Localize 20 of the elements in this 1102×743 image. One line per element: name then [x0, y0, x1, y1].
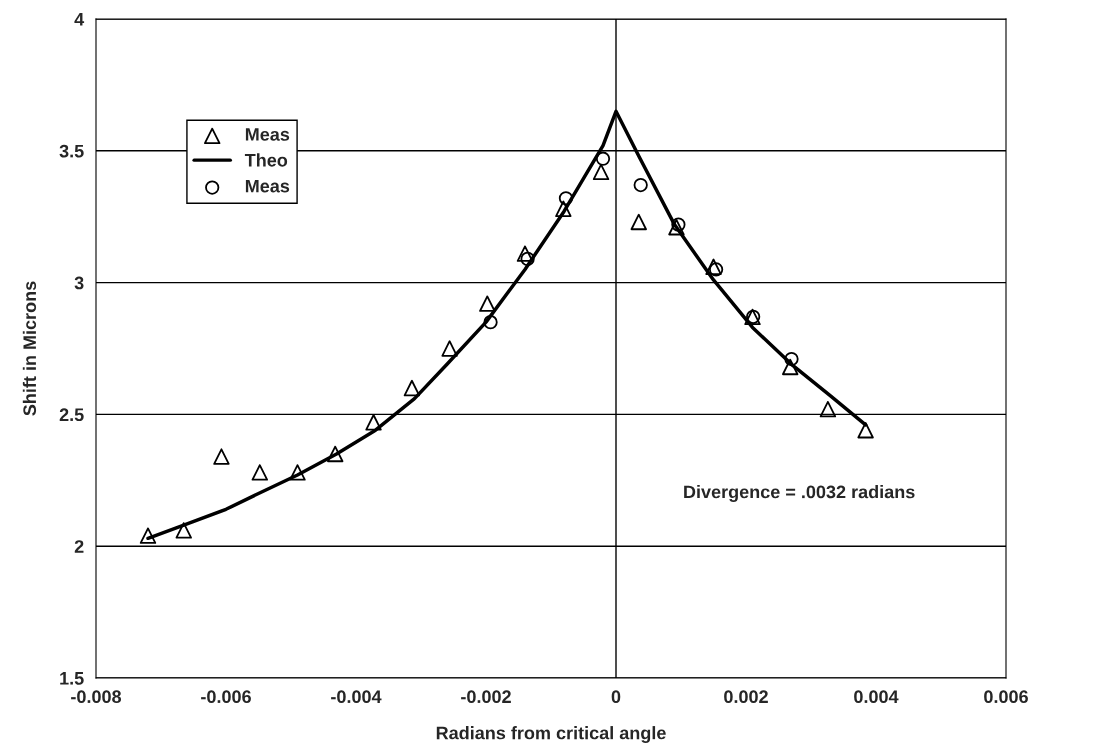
legend-label: Meas [245, 128, 290, 141]
annotation: Divergence = .0032 radians [684, 485, 915, 502]
y-tick-label: 3 [74, 276, 84, 290]
y-tick-label: 3.5 [59, 144, 84, 158]
x-tick-label: -0.008 [71, 690, 122, 704]
x-axis-title: Radians from critical angle [436, 726, 666, 743]
y-tick-label: 2.5 [59, 408, 84, 422]
x-tick-label: -0.006 [201, 690, 251, 704]
y-tick-label: 4 [74, 13, 85, 26]
legend-label: Theo [244, 153, 288, 167]
y-tick-label: 2 [74, 540, 84, 553]
x-tick-label: 0.004 [854, 690, 899, 704]
x-tick-label: -0.002 [461, 690, 511, 704]
legend-label: Meas [245, 179, 290, 193]
x-tick-label: -0.004 [331, 690, 382, 704]
y-axis-title: Shift in Microns [22, 281, 37, 416]
x-tick-label: 0 [611, 690, 621, 704]
x-tick-label: 0.002 [724, 690, 768, 704]
y-tick-label: 1.5 [60, 672, 84, 685]
x-tick-label: 0.006 [984, 690, 1028, 704]
